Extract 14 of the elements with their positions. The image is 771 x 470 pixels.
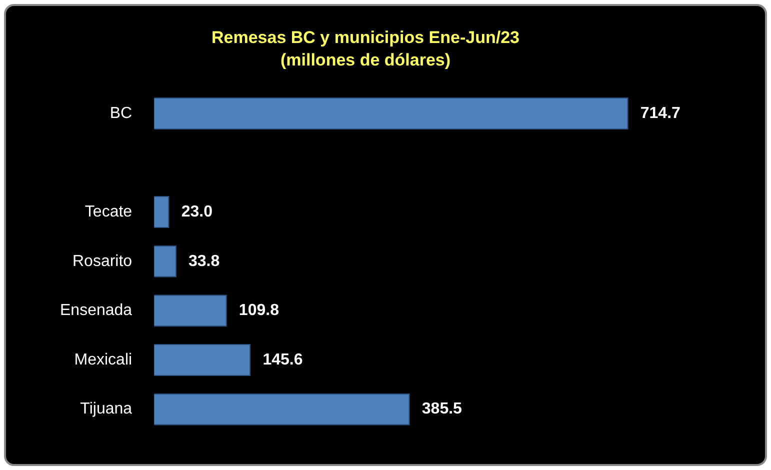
y-tick-label: Tijuana	[80, 400, 132, 418]
y-tick-label: BC	[110, 104, 132, 122]
data-label: 714.7	[640, 104, 681, 122]
chart-title: Remesas BC y municipios Ene-Jun/23	[212, 28, 520, 47]
data-label: 23.0	[181, 203, 213, 220]
y-tick-label: Mexicali	[74, 351, 132, 368]
data-label: 145.6	[262, 351, 303, 368]
y-tick-label: Ensenada	[60, 302, 132, 320]
data-label: 109.8	[238, 302, 280, 320]
y-tick-label: Rosarito	[72, 252, 132, 270]
chart-subtitle: (millones de dólares)	[280, 50, 451, 70]
data-label: 33.8	[188, 252, 220, 270]
y-tick-label: Tecate	[84, 203, 132, 220]
data-label: 385.5	[422, 400, 462, 418]
